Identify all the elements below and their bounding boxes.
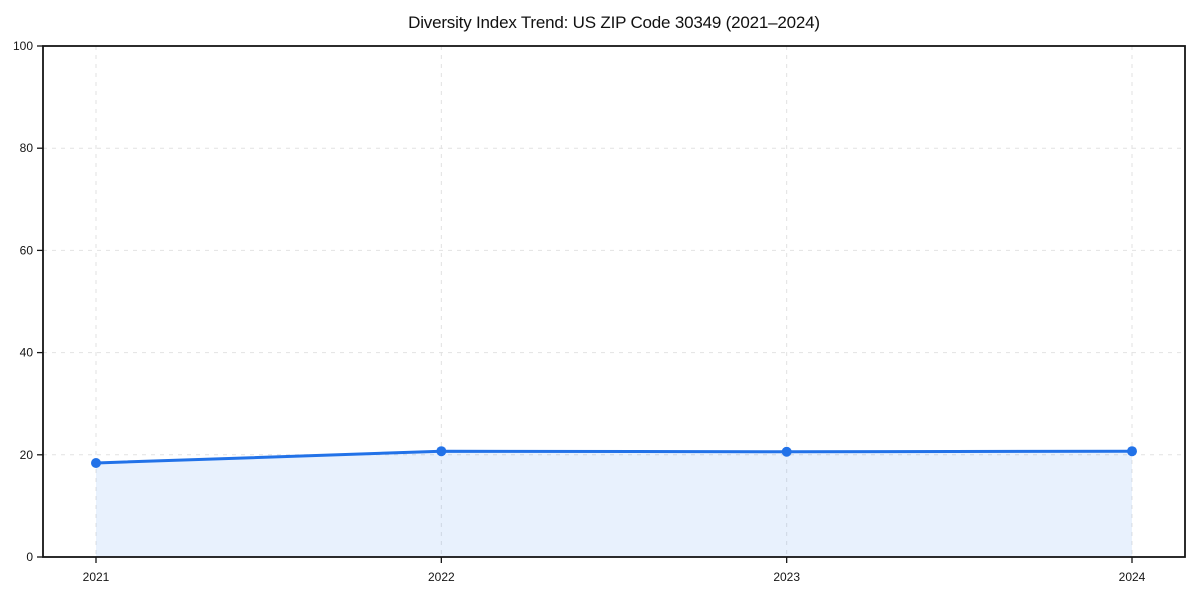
x-tick-label: 2022 <box>428 570 455 584</box>
x-tick-label: 2021 <box>83 570 110 584</box>
data-point-marker <box>781 446 792 457</box>
data-point-marker <box>1127 446 1137 457</box>
data-point-marker <box>91 457 101 468</box>
y-tick-label: 80 <box>20 141 34 155</box>
y-tick-label: 0 <box>26 550 33 564</box>
series-area-fill <box>96 451 1132 557</box>
y-tick-label: 20 <box>20 448 34 462</box>
data-point-marker <box>436 446 447 457</box>
chart-title: Diversity Index Trend: US ZIP Code 30349… <box>408 13 820 32</box>
x-tick-label: 2023 <box>773 570 800 584</box>
y-tick-label: 60 <box>20 243 34 257</box>
y-tick-label: 40 <box>20 346 34 360</box>
series-line <box>94 449 1134 465</box>
x-tick-label: 2024 <box>1119 570 1146 584</box>
axes-spines <box>42 45 1186 558</box>
y-tick-label: 100 <box>13 39 33 53</box>
